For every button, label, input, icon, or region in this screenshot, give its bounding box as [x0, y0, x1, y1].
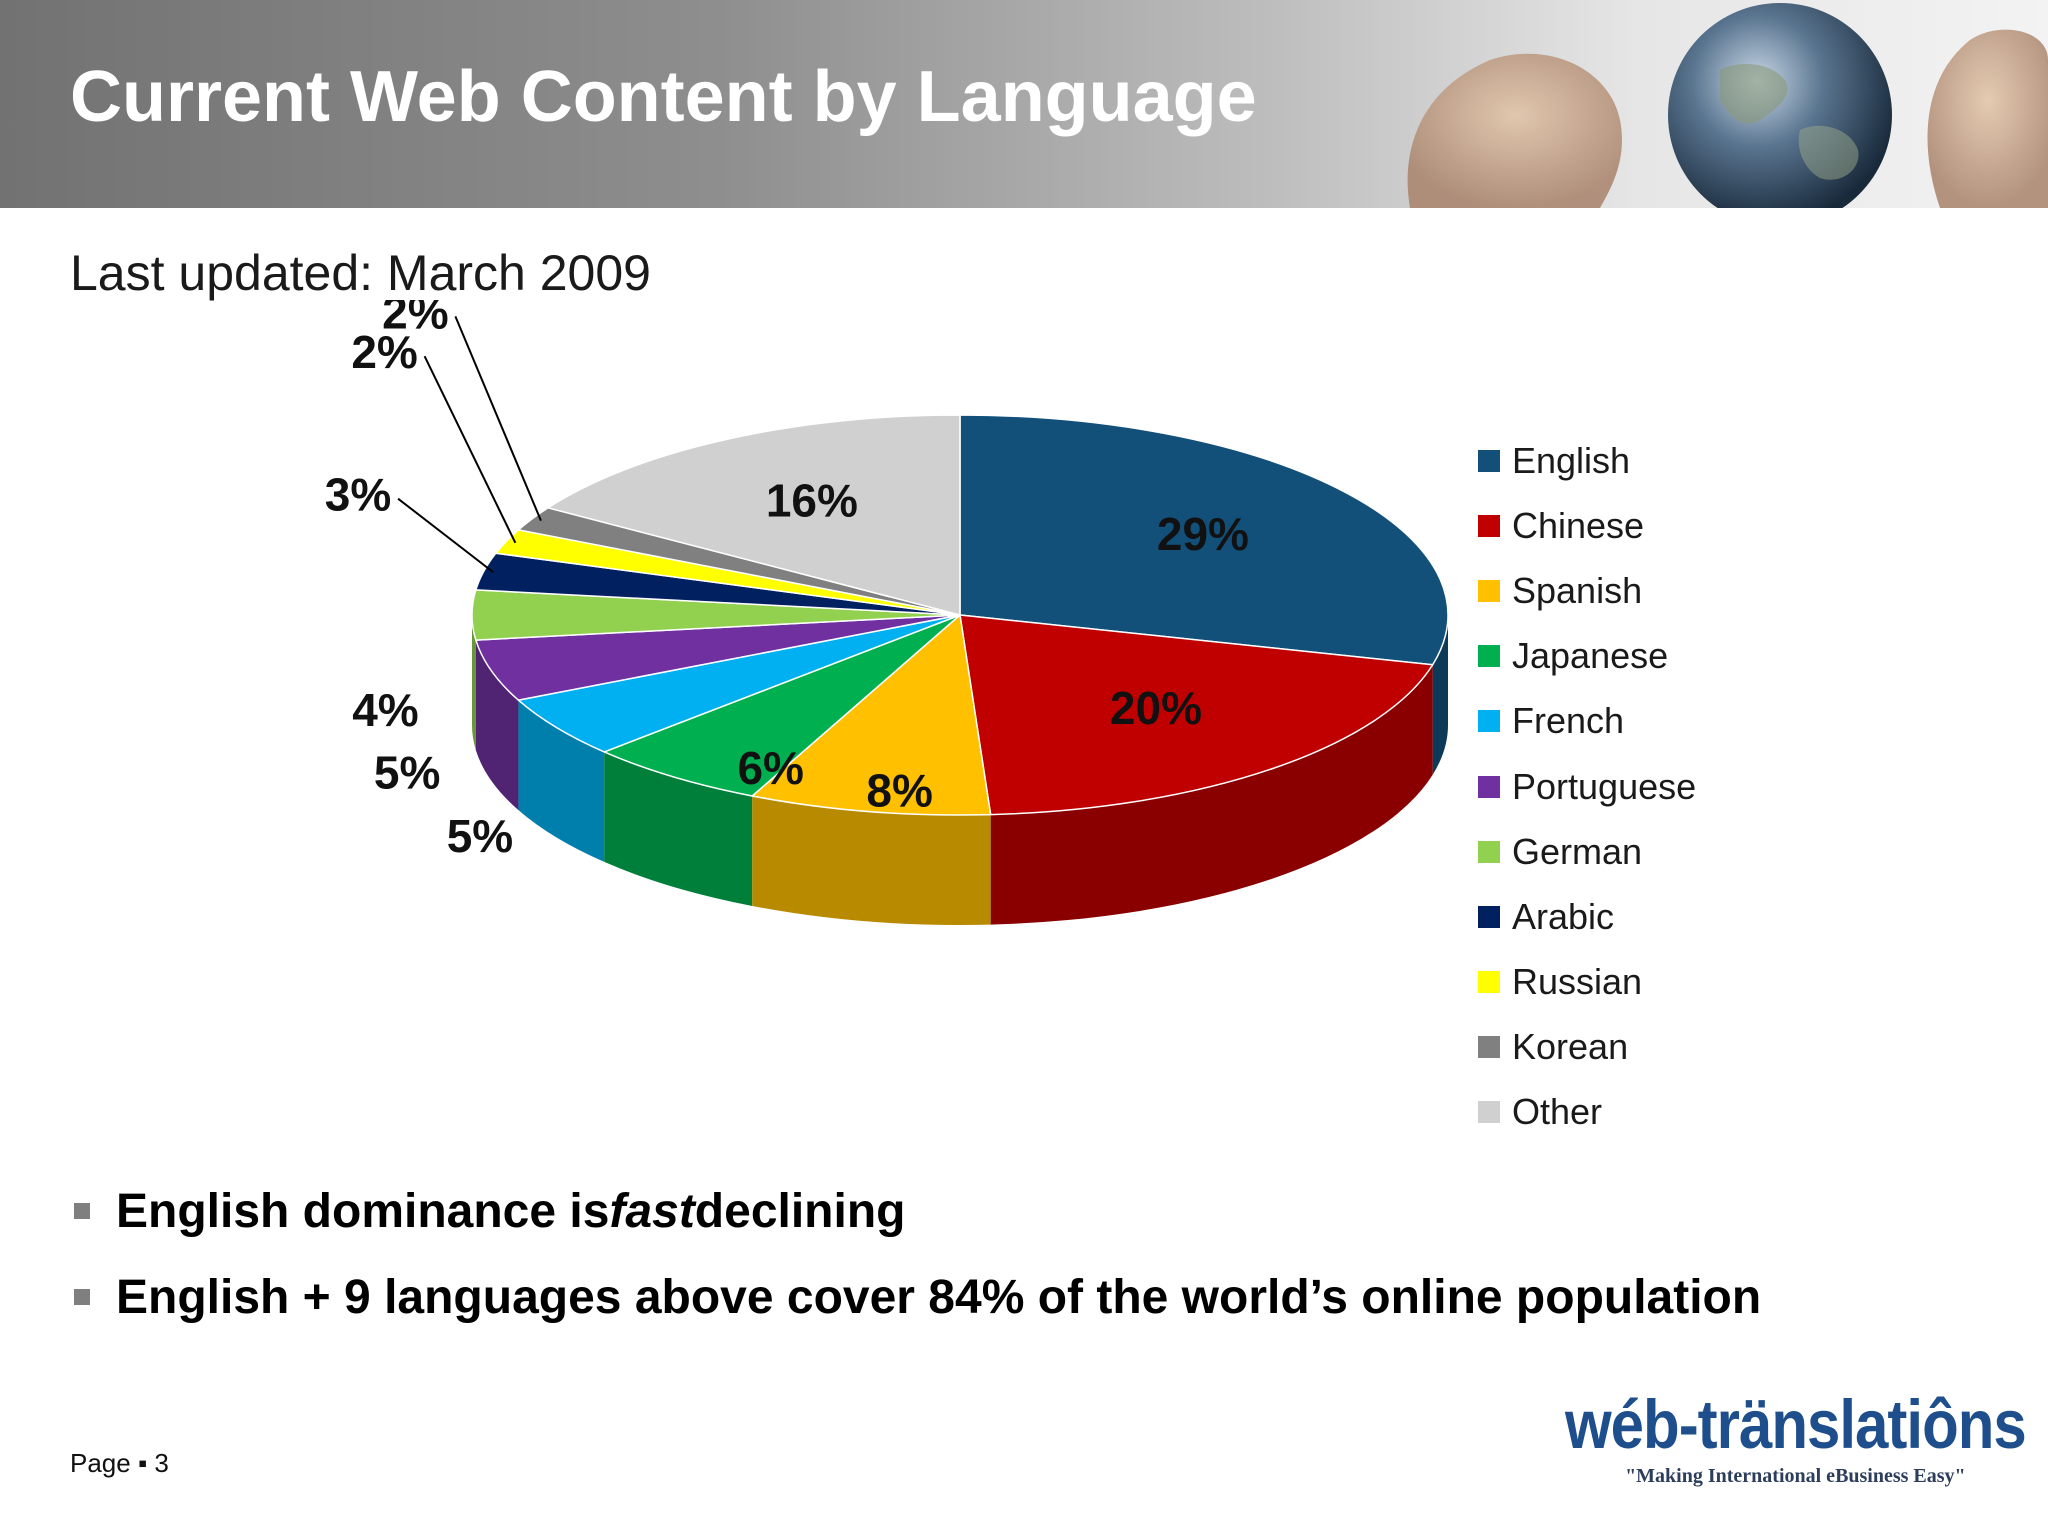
legend-swatch: [1478, 775, 1500, 798]
legend-swatch: [1478, 971, 1500, 994]
pie-slice-japanese: [603, 614, 961, 797]
logo-wordmark: wéb-tränslatiôns: [1565, 1385, 2027, 1464]
legend-label: French: [1512, 700, 1625, 742]
data-label-arabic: 3%: [325, 469, 391, 521]
pie-side-french: [518, 700, 605, 862]
bullet-english-declining: English dominance is fast declining: [74, 1168, 1761, 1254]
legend-label: Russian: [1512, 961, 1643, 1003]
legend-label: Japanese: [1512, 635, 1669, 677]
legend-label: English: [1512, 439, 1631, 481]
legend-label: Arabic: [1512, 895, 1615, 937]
data-label-german: 4%: [352, 684, 418, 736]
data-label-chinese: 20%: [1110, 682, 1202, 734]
legend-swatch: [1478, 645, 1500, 668]
legend-swatch: [1478, 449, 1500, 472]
pie-slice-spanish: [751, 614, 992, 816]
leader-line-arabic: [397, 497, 494, 574]
last-updated-text: Last updated: March 2009: [70, 245, 651, 301]
legend-label: Portuguese: [1512, 765, 1697, 807]
legend-item-german: German: [1478, 819, 1696, 884]
page-label: Page: [70, 1448, 131, 1478]
legend-item-russian: Russian: [1478, 950, 1696, 1015]
pie-side-english: [1432, 615, 1448, 775]
legend-item-korean: Korean: [1478, 1015, 1696, 1080]
globe-hands-image: [1407, 3, 2048, 208]
bullet-text-pre: English dominance is: [116, 1184, 610, 1238]
pie-slice-portuguese: [475, 614, 961, 701]
pie-side-chinese: [990, 664, 1433, 925]
legend-swatch: [1478, 1036, 1500, 1059]
chart-legend: English Chinese Spanish Japanese French Portu…: [1478, 428, 1696, 1145]
slide-title: Current Web Content by Language: [70, 57, 1257, 137]
page-number-value: 3: [154, 1448, 169, 1478]
pie-side-portuguese: [475, 640, 519, 811]
bullet-text-post: declining: [694, 1184, 906, 1238]
legend-item-japanese: Japanese: [1478, 624, 1696, 689]
legend-item-english: English: [1478, 428, 1696, 493]
legend-item-chinese: Chinese: [1478, 493, 1696, 558]
pie-slice-english: [959, 414, 1449, 666]
bullet-square-icon: [74, 1289, 90, 1305]
legend-swatch: [1478, 710, 1500, 733]
data-label-french: 5%: [447, 810, 513, 862]
legend-swatch: [1478, 579, 1500, 602]
data-label-spanish: 8%: [866, 765, 932, 817]
legend-item-portuguese: Portuguese: [1478, 754, 1696, 819]
page-separator: ▪: [137, 1448, 148, 1478]
legend-label: Korean: [1512, 1026, 1629, 1068]
legend-swatch: [1478, 514, 1500, 537]
legend-item-spanish: Spanish: [1478, 558, 1696, 623]
pie-slice-other: [547, 414, 961, 616]
legend-swatch: [1478, 1101, 1500, 1124]
data-label-russian: 2%: [351, 326, 417, 378]
data-label-other: 16%: [766, 475, 858, 527]
bullet-square-icon: [74, 1203, 90, 1219]
pie-chart: 29% 20% 8% 6% 5%5% 4% 3% 2%2% 16%: [325, 300, 1449, 925]
page-number: Page ▪ 3: [70, 1448, 169, 1479]
legend-swatch: [1478, 905, 1500, 928]
logo-tagline: "Making International eBusiness Easy": [1625, 1465, 1966, 1487]
legend-label: Other: [1512, 1091, 1603, 1133]
bullet-coverage: English + 9 languages above cover 84% of…: [74, 1254, 1761, 1340]
data-label-korean: 2%: [382, 300, 448, 338]
data-label-japanese: 6%: [737, 742, 803, 794]
company-logo: wéb-tränslatiôns "Making International e…: [1565, 1386, 2027, 1488]
pie-slice-french: [517, 614, 961, 753]
leader-line-russian: [423, 355, 517, 544]
data-label-english: 29%: [1157, 508, 1249, 560]
legend-swatch: [1478, 840, 1500, 863]
pie-side-german: [472, 615, 476, 751]
bullet-list: English dominance is fast declining Engl…: [74, 1168, 1761, 1340]
legend-item-french: French: [1478, 689, 1696, 754]
bullet-text-pre: English + 9 languages above cover 84% of…: [116, 1270, 1762, 1324]
legend-item-other: Other: [1478, 1080, 1696, 1145]
bullet-text-emphasis: fast: [609, 1184, 695, 1238]
pie-side-japanese: [604, 751, 753, 906]
leader-line-korean: [454, 315, 542, 521]
data-label-portuguese: 5%: [374, 746, 440, 798]
legend-label: Spanish: [1512, 569, 1643, 611]
legend-label: Chinese: [1512, 504, 1645, 546]
pie-slice-chinese: [959, 614, 1434, 816]
legend-label: German: [1512, 830, 1643, 872]
legend-item-arabic: Arabic: [1478, 884, 1696, 949]
slide-header: Current Web Content by Language: [0, 0, 2048, 208]
pie-side-spanish: [752, 795, 991, 925]
